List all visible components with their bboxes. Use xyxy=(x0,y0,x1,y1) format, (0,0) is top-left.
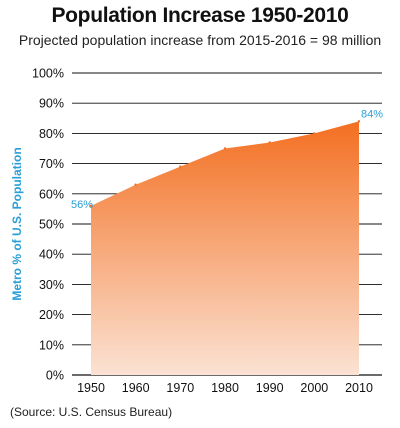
y-tick-label: 0% xyxy=(46,369,64,383)
data-label: 56% xyxy=(71,199,93,211)
y-tick-label: 20% xyxy=(39,308,64,322)
area-fill xyxy=(91,121,359,375)
y-tick-label: 70% xyxy=(39,157,64,171)
x-tick-label: 2000 xyxy=(300,381,328,395)
x-tick-label: 1970 xyxy=(166,381,194,395)
x-tick-label: 2010 xyxy=(345,381,373,395)
x-tick-label: 1960 xyxy=(122,381,150,395)
y-tick-label: 60% xyxy=(39,187,64,201)
data-point xyxy=(134,183,137,186)
y-axis-label: Metro % of U.S. Population xyxy=(10,147,24,300)
y-tick-label: 50% xyxy=(39,218,64,232)
chart-title: Population Increase 1950-2010 xyxy=(51,4,349,27)
y-tick-label: 30% xyxy=(39,278,64,292)
data-point xyxy=(89,204,93,208)
data-point xyxy=(268,141,271,144)
y-tick-label: 40% xyxy=(39,248,64,262)
y-axis-ticks: 0% 10% 20% 30% 40% 50% 60% 70% 80% 90% 100% xyxy=(32,67,64,383)
source-note: (Source: U.S. Census Bureau) xyxy=(10,405,173,419)
x-tick-label: 1950 xyxy=(77,381,105,395)
data-point xyxy=(179,165,182,168)
area-series xyxy=(89,120,361,375)
x-axis-ticks: 1950 1960 1970 1980 1990 2000 2010 xyxy=(77,381,373,395)
y-tick-label: 10% xyxy=(39,338,64,352)
data-point xyxy=(313,132,316,135)
data-point xyxy=(357,120,361,123)
data-labels: 56% 84% xyxy=(71,108,383,211)
y-tick-label: 90% xyxy=(39,97,64,111)
data-label: 84% xyxy=(361,108,383,120)
x-tick-label: 1990 xyxy=(256,381,284,395)
data-point xyxy=(223,147,227,150)
y-tick-label: 80% xyxy=(39,127,64,141)
x-tick-label: 1980 xyxy=(211,381,239,395)
chart-subtitle: Projected population increase from 2015-… xyxy=(18,32,382,48)
y-tick-label: 100% xyxy=(32,67,64,81)
